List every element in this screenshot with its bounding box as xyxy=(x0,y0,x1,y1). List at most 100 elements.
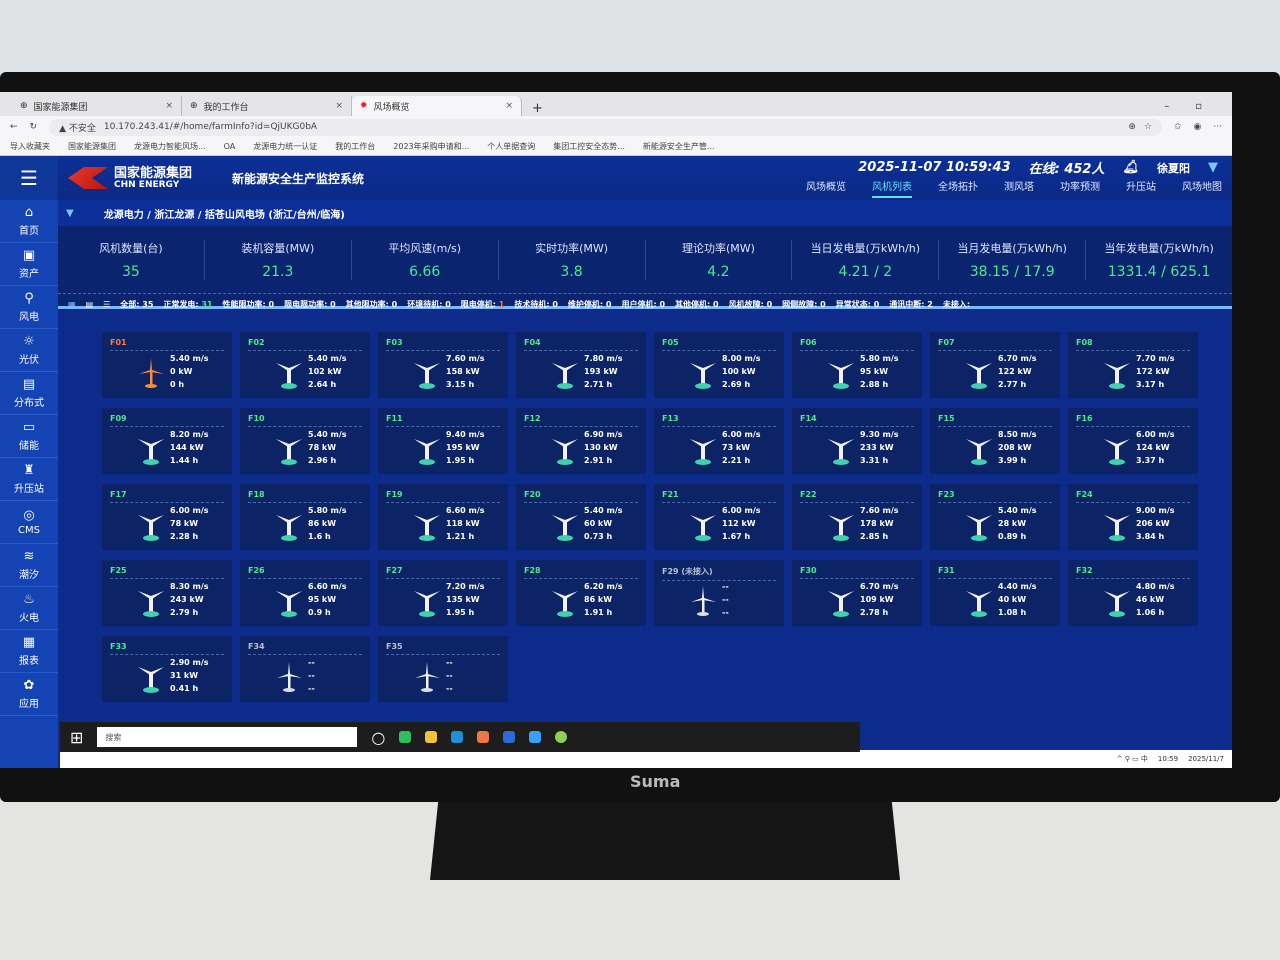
sidebar-item-火电[interactable]: ♨ 火电 xyxy=(0,587,58,630)
turbine-card[interactable]: F29 (未接入) -- -- -- xyxy=(654,560,784,626)
zoom-icon[interactable]: ⊕ xyxy=(1128,122,1136,132)
tab-风场概览[interactable]: 风场概览 xyxy=(806,182,846,193)
bookmark-item[interactable]: 龙源电力统一认证 xyxy=(253,142,318,151)
sidebar-item-CMS[interactable]: ◎ CMS xyxy=(0,501,58,544)
status-filter[interactable]: 环境待机: 0 xyxy=(407,299,451,310)
turbine-card[interactable]: F10 5.40 m/s 78 kW 2.96 h xyxy=(240,408,370,474)
turbine-card[interactable]: F17 6.00 m/s 78 kW 2.28 h xyxy=(102,484,232,550)
turbine-card[interactable]: F15 8.50 m/s 208 kW 3.99 h xyxy=(930,408,1060,474)
status-filter[interactable]: 性能限功率: 0 xyxy=(223,299,275,310)
close-icon[interactable]: × xyxy=(505,101,513,111)
turbine-card[interactable]: F24 9.00 m/s 206 kW 3.84 h xyxy=(1068,484,1198,550)
status-filter[interactable]: 限电限功率: 0 xyxy=(284,299,336,310)
tab-测风塔[interactable]: 测风塔 xyxy=(1004,182,1034,193)
chrome-icon[interactable] xyxy=(477,731,490,743)
browser-tab-active[interactable]: ✹ 风场概览 × xyxy=(352,96,522,116)
status-filter[interactable]: 异常状态: 0 xyxy=(836,299,880,310)
turbine-card[interactable]: F18 5.80 m/s 86 kW 1.6 h xyxy=(240,484,370,550)
sidebar-item-光伏[interactable]: ☼ 光伏 xyxy=(0,329,58,372)
turbine-card[interactable]: F11 9.40 m/s 195 kW 1.95 h xyxy=(378,408,508,474)
minimize-icon[interactable]: – xyxy=(1164,100,1170,112)
tab-风场地图[interactable]: 风场地图 xyxy=(1182,182,1222,193)
back-icon[interactable]: ← xyxy=(10,122,18,132)
cortana-icon[interactable]: ○ xyxy=(371,727,386,747)
grid-view-icon[interactable]: ▦ xyxy=(68,299,76,309)
bookmark-item[interactable]: 新能源安全生产管... xyxy=(642,142,715,151)
bookmark-item[interactable]: 我的工作台 xyxy=(335,142,376,151)
maximize-icon[interactable]: ▫ xyxy=(1195,100,1202,112)
turbine-card[interactable]: F20 5.40 m/s 60 kW 0.73 h xyxy=(516,484,646,550)
turbine-card[interactable]: F03 7.60 m/s 158 kW 3.15 h xyxy=(378,332,508,398)
list-view-icon[interactable]: ☰ xyxy=(103,299,111,309)
menu-icon[interactable]: ☰ xyxy=(0,156,58,200)
turbine-card[interactable]: F28 6.20 m/s 86 kW 1.91 h xyxy=(516,560,646,626)
turbine-card[interactable]: F23 5.40 m/s 28 kW 0.89 h xyxy=(930,484,1060,550)
status-filter[interactable]: 风机故障: 0 xyxy=(729,299,773,310)
bookmark-item[interactable]: 国家能源集团 xyxy=(68,142,116,151)
tab-功率预测[interactable]: 功率预测 xyxy=(1060,182,1100,193)
sidebar-item-储能[interactable]: ▭ 储能 xyxy=(0,415,58,458)
turbine-card[interactable]: F31 4.40 m/s 40 kW 1.08 h xyxy=(930,560,1060,626)
app-icon[interactable] xyxy=(399,731,412,743)
sidebar-item-报表[interactable]: ▦ 报表 xyxy=(0,630,58,673)
file-explorer-icon[interactable] xyxy=(425,731,438,743)
turbine-card[interactable]: F05 8.00 m/s 100 kW 2.69 h xyxy=(654,332,784,398)
turbine-card[interactable]: F13 6.00 m/s 73 kW 2.21 h xyxy=(654,408,784,474)
taskbar-search[interactable]: 搜索 xyxy=(97,727,358,747)
status-filter[interactable]: 限电停机: 1 xyxy=(461,299,505,310)
close-icon[interactable]: × xyxy=(165,101,173,111)
bookmark-item[interactable]: 集团工控安全态势... xyxy=(553,142,625,151)
tab-全场拓扑[interactable]: 全场拓扑 xyxy=(938,182,978,193)
bookmark-item[interactable]: 2023年采购申请和... xyxy=(393,142,470,151)
turbine-card[interactable]: F01 5.40 m/s 0 kW 0 h xyxy=(102,332,232,398)
status-filter[interactable]: 未接入: xyxy=(943,299,970,310)
sidebar-item-首页[interactable]: ⌂ 首页 xyxy=(0,200,58,243)
bookmark-item[interactable]: OA xyxy=(223,142,236,151)
tray-icons[interactable]: ^ ⚲ ▭ 中 xyxy=(1116,755,1148,763)
app-icon[interactable] xyxy=(555,731,568,743)
bell-icon[interactable]: 🔔︎ xyxy=(1122,160,1139,175)
status-filter[interactable]: 技术待机: 0 xyxy=(514,299,558,310)
turbine-card[interactable]: F35 -- -- -- xyxy=(378,636,508,702)
browser-tab[interactable]: ⊕ 国家能源集团 × xyxy=(12,96,182,116)
sidebar-item-应用[interactable]: ✿ 应用 xyxy=(0,673,58,716)
status-filter[interactable]: 用户停机: 0 xyxy=(621,299,665,310)
turbine-card[interactable]: F16 6.00 m/s 124 kW 3.37 h xyxy=(1068,408,1198,474)
favorite-icon[interactable]: ☆ xyxy=(1143,122,1152,132)
status-filter[interactable]: 通讯中断: 2 xyxy=(889,299,933,310)
bookmark-item[interactable]: 个人单据查询 xyxy=(487,142,536,151)
turbine-card[interactable]: F14 9.30 m/s 233 kW 3.31 h xyxy=(792,408,922,474)
status-filter[interactable]: 其他停机: 0 xyxy=(675,299,719,310)
status-filter[interactable]: 正常发电: 31 xyxy=(163,299,212,310)
turbine-card[interactable]: F34 -- -- -- xyxy=(240,636,370,702)
bookmark-item[interactable]: 导入收藏夹 xyxy=(10,142,50,151)
edge-icon[interactable] xyxy=(451,731,464,743)
bookmark-item[interactable]: 龙源电力智能风场... xyxy=(134,142,206,151)
chevron-down-icon[interactable]: ▼ xyxy=(1208,160,1218,175)
collapse-icon[interactable]: ▼ xyxy=(66,207,74,219)
refresh-icon[interactable]: ↻ xyxy=(29,122,38,132)
profile-icon[interactable]: ◉ xyxy=(1193,122,1202,132)
app-icon[interactable] xyxy=(529,731,542,743)
more-icon[interactable]: ··· xyxy=(1213,122,1222,132)
sidebar-item-升压站[interactable]: ♜ 升压站 xyxy=(0,458,58,501)
word-icon[interactable] xyxy=(503,731,516,743)
tab-风机列表[interactable]: 风机列表 xyxy=(872,178,912,198)
turbine-card[interactable]: F32 4.80 m/s 46 kW 1.06 h xyxy=(1068,560,1198,626)
turbine-card[interactable]: F26 6.60 m/s 95 kW 0.9 h xyxy=(240,560,370,626)
card-view-icon[interactable]: ▤ xyxy=(85,299,94,309)
turbine-card[interactable]: F33 2.90 m/s 31 kW 0.41 h xyxy=(102,636,232,702)
turbine-card[interactable]: F25 8.30 m/s 243 kW 2.79 h xyxy=(102,560,232,626)
sidebar-item-分布式[interactable]: ▤ 分布式 xyxy=(0,372,58,415)
url-field[interactable]: ▲ 不安全 10.170.243.41/#/home/farmInfo?id=Qj… xyxy=(49,118,1162,136)
sidebar-item-风电[interactable]: ⚲ 风电 xyxy=(0,286,58,329)
turbine-card[interactable]: F02 5.40 m/s 102 kW 2.64 h xyxy=(240,332,370,398)
turbine-card[interactable]: F19 6.60 m/s 118 kW 1.21 h xyxy=(378,484,508,550)
turbine-card[interactable]: F04 7.80 m/s 193 kW 2.71 h xyxy=(516,332,646,398)
user-name[interactable]: 徐夏阳 xyxy=(1157,161,1190,175)
turbine-card[interactable]: F27 7.20 m/s 135 kW 1.95 h xyxy=(378,560,508,626)
status-filter[interactable]: 维护停机: 0 xyxy=(568,299,612,310)
status-filter[interactable]: 其他限功率: 0 xyxy=(346,299,398,310)
turbine-card[interactable]: F06 5.80 m/s 95 kW 2.88 h xyxy=(792,332,922,398)
sidebar-item-潮汐[interactable]: ≋ 潮汐 xyxy=(0,544,58,587)
